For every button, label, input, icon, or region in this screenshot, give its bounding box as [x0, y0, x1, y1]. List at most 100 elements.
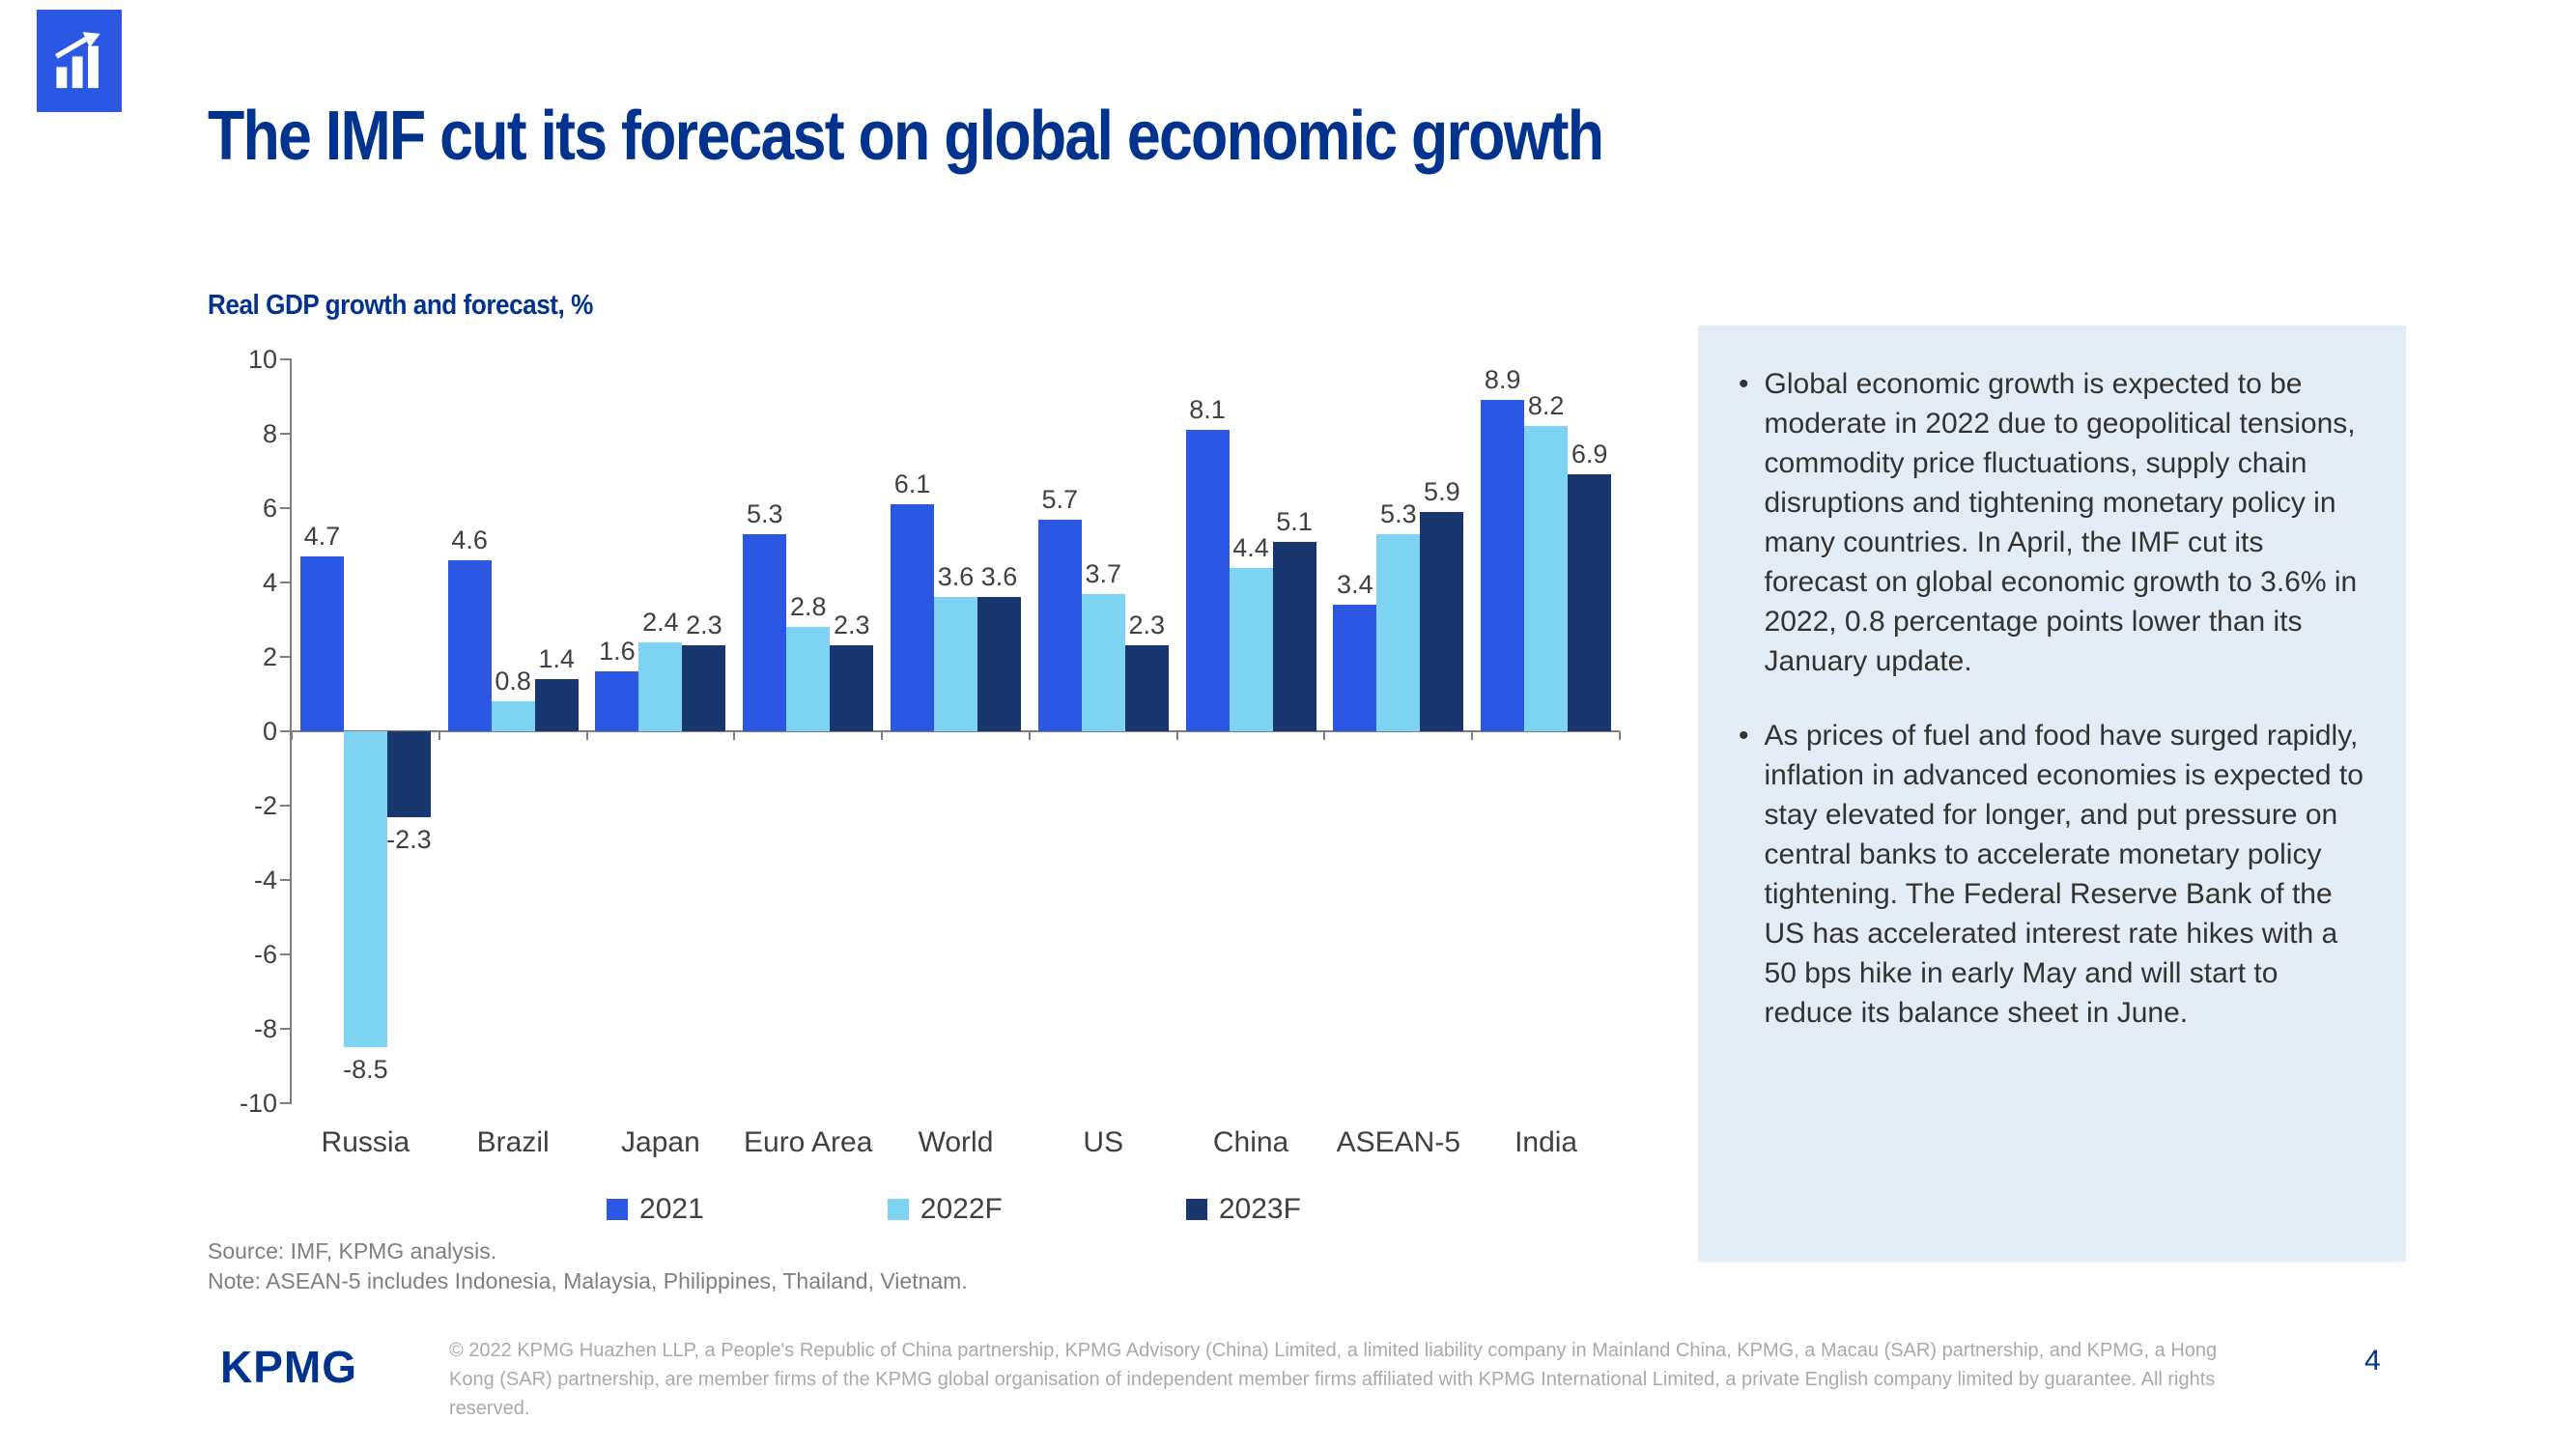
bar-value-label: -2.3 [386, 824, 432, 854]
bar-2022f [934, 597, 977, 731]
y-axis-label: 6 [262, 494, 277, 523]
y-axis-label: 0 [262, 717, 277, 746]
legend-item: 2022F [887, 1193, 1003, 1226]
chart-y-axis: 10 8 6 4 2 0 -2 -4 -6 -8 -10 [208, 345, 277, 1118]
y-axis-tick [280, 953, 292, 955]
y-axis-label: -2 [253, 791, 277, 820]
bar-2023f [1568, 474, 1612, 731]
legend-item: 2023F [1185, 1193, 1301, 1226]
brand-logo-block [37, 10, 122, 112]
x-axis-tick [438, 731, 440, 740]
bar-2022f [1081, 593, 1125, 731]
bar-2022f [1229, 567, 1273, 731]
bar-value-label: 1.4 [538, 644, 575, 674]
x-axis-tick [1028, 731, 1031, 740]
y-axis-label: -6 [253, 940, 277, 969]
bar-value-label: 2.3 [833, 611, 870, 640]
bar-2021 [1481, 400, 1525, 731]
chart-footnotes: Source: IMF, KPMG analysis. Note: ASEAN-… [208, 1236, 968, 1296]
y-axis-label: 4 [262, 568, 277, 597]
legend-item: 2021 [607, 1193, 704, 1226]
bar-value-label: 2.3 [1128, 611, 1166, 640]
bar-value-label: 4.6 [451, 525, 488, 554]
y-axis-tick [280, 1102, 292, 1104]
bar-2023f [682, 645, 726, 731]
bar-2022f [343, 731, 387, 1048]
y-axis-tick [280, 730, 292, 732]
bar-value-label: -8.5 [343, 1055, 388, 1085]
legend-swatch [887, 1199, 909, 1220]
source-note: Source: IMF, KPMG analysis. [208, 1238, 497, 1264]
category-label: Euro Area [744, 1126, 873, 1158]
bar-2023f [386, 731, 431, 817]
bar-2023f [830, 645, 874, 731]
legend-swatch [1185, 1199, 1207, 1220]
y-axis-tick [280, 656, 292, 658]
y-axis-label: -10 [239, 1089, 277, 1118]
chart-plot: 4.7 -8.5 -2.3 Russia 4.6 0.8 1.4 Brazil 1.6 2.4 2.… [280, 358, 1621, 1158]
category-label: ASEAN-5 [1336, 1126, 1461, 1158]
page-number: 4 [2364, 1345, 2381, 1377]
bar-2022f [1524, 426, 1569, 731]
bar-2023f [1272, 541, 1316, 731]
x-axis-tick [291, 731, 293, 740]
commentary-panel: Global economic growth is expected to be… [1698, 326, 2406, 1262]
bar-2023f [1124, 645, 1169, 731]
chart-legend: 2021 2022F 2023F [290, 1193, 1618, 1226]
commentary-bullet: As prices of fuel and food have surged r… [1739, 716, 2365, 1033]
bar-value-label: 5.3 [746, 498, 783, 528]
x-axis-tick [733, 731, 736, 740]
x-axis-tick [881, 731, 884, 740]
bar-value-label: 4.7 [303, 522, 341, 552]
bar-value-label: 8.1 [1189, 395, 1226, 425]
bar-value-label: 8.2 [1527, 391, 1565, 421]
bullet-text: Global economic growth is expected to be… [1764, 368, 2358, 677]
y-axis-tick [280, 507, 292, 509]
bar-2023f [1420, 511, 1464, 731]
bar-2021 [1037, 519, 1082, 731]
legend-swatch [607, 1199, 629, 1220]
bar-2021 [891, 504, 934, 731]
bar-value-label: 5.7 [1041, 484, 1079, 514]
bar-2022f [638, 641, 683, 731]
asean-note: Note: ASEAN-5 includes Indonesia, Malays… [208, 1268, 968, 1293]
y-axis-label: 8 [262, 419, 277, 448]
bar-value-label: 6.1 [893, 469, 931, 499]
bar-value-label: 5.1 [1276, 506, 1313, 536]
bar-value-label: 6.9 [1571, 440, 1608, 469]
bar-2021 [1185, 430, 1230, 731]
bar-2022f [491, 701, 535, 731]
bar-value-label: 3.6 [937, 562, 975, 592]
bar-value-label: 2.4 [642, 607, 679, 637]
legend-label: 2023F [1218, 1193, 1301, 1225]
bar-value-label: 5.9 [1424, 476, 1460, 506]
bar-2021 [1333, 605, 1377, 731]
x-axis-line [292, 730, 1620, 732]
gdp-growth-chart: 10 8 6 4 2 0 -2 -4 -6 -8 -10 4.7 -8.5 -2.3 Russia 4.6 0… [208, 328, 1637, 1256]
x-axis-tick [1323, 731, 1326, 740]
kpmg-logo: KPMG [220, 1342, 357, 1392]
legend-label: 2022F [920, 1193, 1003, 1225]
bar-2022f [786, 627, 831, 731]
category-label: India [1514, 1126, 1578, 1158]
y-axis-tick [280, 582, 292, 583]
y-axis-label: 10 [247, 345, 277, 374]
bar-2021 [299, 556, 344, 731]
bar-value-label: 1.6 [599, 637, 636, 667]
page-title: The IMF cut its forecast on global econo… [208, 98, 1604, 175]
x-axis-tick [1175, 731, 1178, 740]
bullet-text: As prices of fuel and food have surged r… [1764, 720, 2364, 1029]
category-label: World [918, 1126, 994, 1158]
commentary-bullet: Global economic growth is expected to be… [1739, 364, 2365, 681]
x-axis-tick [585, 731, 588, 740]
y-axis-tick [280, 879, 292, 881]
y-axis-tick [280, 358, 292, 360]
category-label: US [1083, 1126, 1124, 1158]
y-axis-tick [280, 1028, 292, 1030]
category-label: Japan [621, 1126, 700, 1158]
category-label: Brazil [476, 1126, 550, 1158]
bar-value-label: 4.4 [1232, 532, 1269, 562]
bar-2022f [1376, 533, 1421, 731]
bar-2021 [595, 671, 639, 731]
